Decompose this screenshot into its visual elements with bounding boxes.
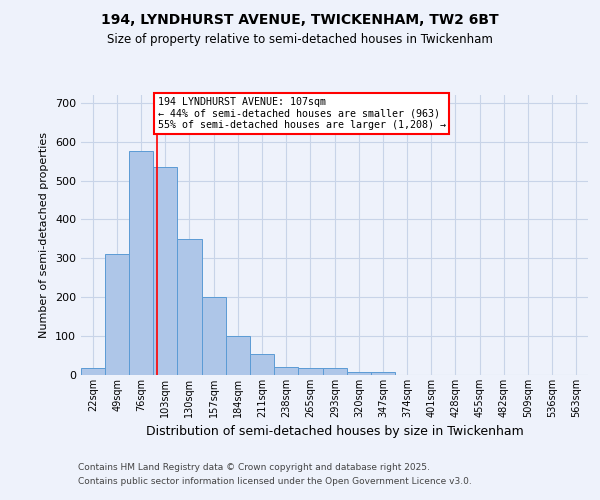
Bar bbox=[81, 368, 105, 375]
Bar bbox=[250, 354, 274, 375]
Text: Size of property relative to semi-detached houses in Twickenham: Size of property relative to semi-detach… bbox=[107, 32, 493, 46]
Bar bbox=[298, 368, 323, 375]
Bar bbox=[323, 368, 347, 375]
Bar bbox=[105, 254, 129, 375]
Bar bbox=[226, 336, 250, 375]
Y-axis label: Number of semi-detached properties: Number of semi-detached properties bbox=[40, 132, 49, 338]
Text: 194 LYNDHURST AVENUE: 107sqm
← 44% of semi-detached houses are smaller (963)
55%: 194 LYNDHURST AVENUE: 107sqm ← 44% of se… bbox=[158, 97, 446, 130]
Bar bbox=[129, 152, 154, 375]
Text: 194, LYNDHURST AVENUE, TWICKENHAM, TW2 6BT: 194, LYNDHURST AVENUE, TWICKENHAM, TW2 6… bbox=[101, 12, 499, 26]
Bar bbox=[154, 167, 178, 375]
Bar bbox=[202, 297, 226, 375]
Bar bbox=[274, 367, 298, 375]
Bar bbox=[371, 372, 395, 375]
Bar bbox=[347, 372, 371, 375]
Bar bbox=[178, 239, 202, 375]
Text: Contains HM Land Registry data © Crown copyright and database right 2025.: Contains HM Land Registry data © Crown c… bbox=[78, 464, 430, 472]
Text: Contains public sector information licensed under the Open Government Licence v3: Contains public sector information licen… bbox=[78, 477, 472, 486]
X-axis label: Distribution of semi-detached houses by size in Twickenham: Distribution of semi-detached houses by … bbox=[146, 426, 523, 438]
